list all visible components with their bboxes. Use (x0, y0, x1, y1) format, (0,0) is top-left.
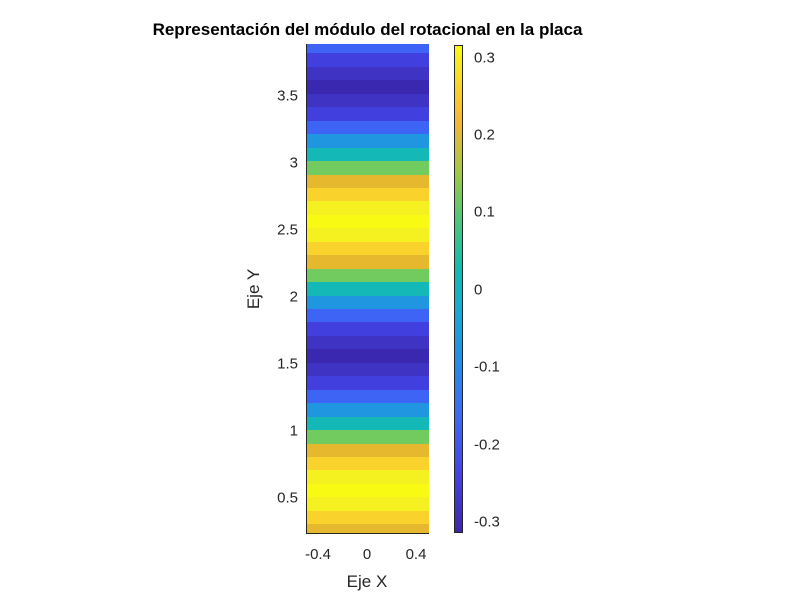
heatmap-row (306, 403, 429, 418)
heatmap-row (306, 362, 429, 377)
heatmap-row (306, 497, 429, 512)
heatmap-row (306, 214, 429, 229)
heatmap-row (306, 483, 429, 498)
heatmap-row (306, 120, 429, 135)
colorbar-tick-label: 0.3 (474, 49, 495, 67)
heatmap-row (306, 430, 429, 445)
heatmap-row (306, 187, 429, 202)
y-tick-label: 3 (289, 154, 298, 172)
colorbar-tick-label: -0.1 (474, 358, 500, 376)
heatmap-row (306, 201, 429, 216)
colorbar-tick-label: 0.2 (474, 126, 495, 144)
chart-title: Representación del módulo del rotacional… (152, 20, 583, 39)
heatmap-row (306, 282, 429, 297)
heatmap-row (306, 309, 429, 324)
y-tick-label: 2.5 (277, 221, 298, 239)
heatmap-row (306, 241, 429, 256)
heatmap-row (306, 322, 429, 337)
heatmap-row (306, 255, 429, 270)
x-tick-label: -0.4 (305, 546, 331, 563)
heatmap-row (306, 147, 429, 162)
heatmap-row (306, 268, 429, 283)
y-tick-label: 0.5 (277, 489, 298, 507)
heatmap-row (306, 161, 429, 176)
heatmap-row (306, 93, 429, 108)
heatmap-row (306, 174, 429, 189)
heatmap-row (306, 295, 429, 310)
heatmap-row (306, 443, 429, 458)
heatmap-row (306, 416, 429, 431)
x-axis-label: Eje X (346, 572, 388, 591)
heatmap-row (306, 107, 429, 122)
y-tick-label: 1 (289, 422, 298, 440)
heatmap-plot-area (306, 44, 429, 534)
y-tick-label: 3.5 (277, 87, 298, 105)
heatmap-row (306, 228, 429, 243)
colorbar-tick-label: 0.1 (474, 203, 495, 221)
heatmap-row (306, 376, 429, 391)
heatmap-row (306, 510, 429, 525)
y-tick-label: 1.5 (277, 355, 298, 373)
colorbar-tick-label: 0 (474, 281, 483, 299)
heatmap-row (306, 349, 429, 364)
colorbar (454, 45, 463, 533)
colorbar-tick-label: -0.2 (474, 436, 500, 454)
heatmap-row (306, 134, 429, 149)
y-axis-label: Eje Y (244, 268, 263, 310)
colorbar-tick-label: -0.3 (474, 513, 500, 531)
x-tick-label: 0 (362, 546, 372, 563)
heatmap-row (306, 470, 429, 485)
heatmap-row (306, 456, 429, 471)
y-tick-label: 2 (289, 288, 298, 306)
heatmap-row (306, 389, 429, 404)
heatmap-row (306, 53, 429, 68)
heatmap-row (306, 335, 429, 350)
x-tick-label: 0.4 (405, 546, 427, 563)
heatmap-row (306, 80, 429, 95)
heatmap-row (306, 66, 429, 81)
heatmap-row (306, 44, 429, 55)
heatmap-row (306, 524, 429, 534)
